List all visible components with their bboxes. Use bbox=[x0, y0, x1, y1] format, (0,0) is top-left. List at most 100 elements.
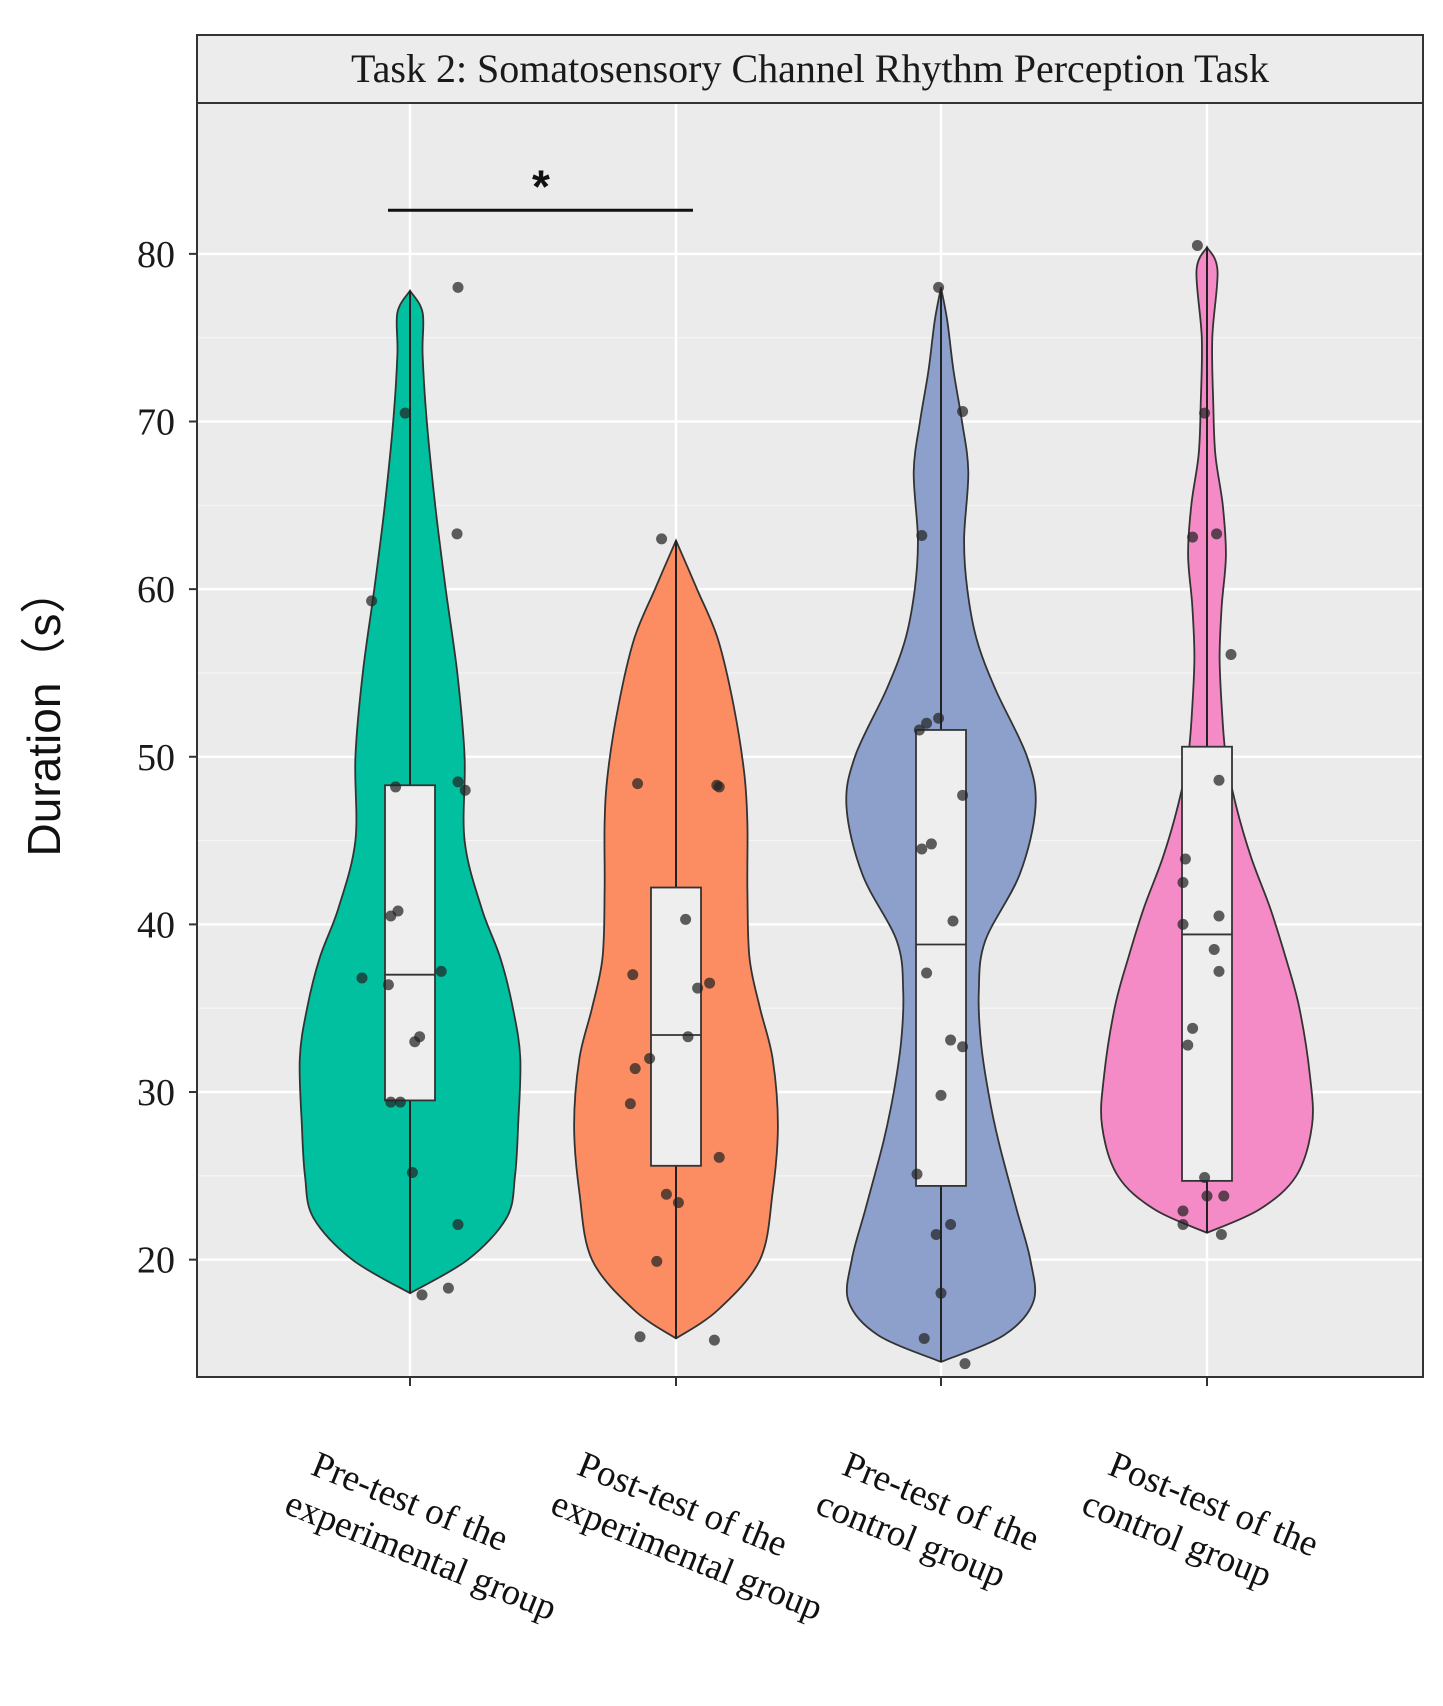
data-point bbox=[959, 1358, 971, 1370]
data-point bbox=[704, 977, 716, 989]
data-point bbox=[1179, 853, 1191, 865]
data-point bbox=[629, 1063, 641, 1075]
data-point bbox=[390, 781, 402, 793]
y-tick-label: 40 bbox=[137, 904, 175, 946]
data-point bbox=[1215, 1229, 1227, 1241]
data-point bbox=[644, 1053, 656, 1064]
data-point bbox=[1187, 1022, 1199, 1034]
data-point bbox=[399, 407, 411, 419]
data-point bbox=[1213, 965, 1225, 977]
data-point bbox=[1218, 1190, 1230, 1202]
data-point bbox=[957, 789, 969, 801]
data-point bbox=[1191, 239, 1203, 251]
data-point bbox=[1211, 528, 1223, 540]
data-point bbox=[913, 724, 925, 736]
data-point bbox=[660, 1188, 672, 1200]
data-point bbox=[394, 1096, 406, 1108]
data-point bbox=[925, 838, 937, 850]
box-1 bbox=[384, 784, 436, 1102]
data-point bbox=[1177, 1218, 1189, 1230]
data-point bbox=[957, 1041, 969, 1053]
data-point bbox=[656, 533, 668, 545]
data-point bbox=[1187, 531, 1199, 543]
data-point bbox=[406, 1166, 418, 1178]
data-point bbox=[1213, 910, 1225, 922]
data-point bbox=[947, 915, 959, 927]
data-point bbox=[682, 1031, 694, 1043]
y-tick-label: 60 bbox=[137, 569, 175, 611]
data-point bbox=[672, 1197, 684, 1209]
data-point bbox=[452, 1218, 464, 1230]
data-point bbox=[708, 1334, 720, 1346]
data-point bbox=[1177, 876, 1189, 888]
data-point bbox=[385, 1096, 397, 1108]
data-point bbox=[916, 529, 928, 541]
data-point bbox=[459, 784, 471, 796]
data-point bbox=[1213, 774, 1225, 786]
data-point bbox=[957, 405, 969, 417]
data-point bbox=[930, 1229, 942, 1241]
data-point bbox=[1177, 1205, 1189, 1217]
data-point bbox=[634, 1331, 646, 1343]
data-point bbox=[921, 967, 933, 979]
significance-marker: * bbox=[532, 160, 550, 212]
box-2 bbox=[650, 886, 702, 1167]
data-points bbox=[356, 239, 1237, 1370]
data-point bbox=[1182, 1039, 1194, 1051]
data-point bbox=[692, 982, 704, 994]
data-point bbox=[1177, 918, 1189, 930]
y-tick-label: 50 bbox=[137, 737, 175, 779]
data-point bbox=[713, 781, 725, 793]
data-point bbox=[624, 1098, 636, 1110]
y-tick-label: 80 bbox=[137, 234, 175, 276]
data-point bbox=[1199, 407, 1211, 419]
data-point bbox=[416, 1289, 428, 1301]
chart-title: Task 2: Somatosensory Channel Rhythm Per… bbox=[351, 46, 1269, 91]
data-point bbox=[935, 1089, 947, 1101]
data-point bbox=[921, 717, 933, 729]
boxplots bbox=[384, 247, 1233, 1362]
data-point bbox=[945, 1034, 957, 1046]
data-point bbox=[916, 843, 928, 855]
data-point bbox=[414, 1031, 426, 1043]
data-point bbox=[680, 913, 692, 925]
box-3 bbox=[915, 729, 967, 1187]
significance-annotation: * bbox=[388, 160, 693, 212]
data-point bbox=[451, 528, 463, 540]
data-point bbox=[435, 965, 447, 977]
facet-strip bbox=[196, 34, 1424, 104]
data-point bbox=[933, 712, 945, 724]
data-point bbox=[713, 1151, 725, 1163]
data-point bbox=[356, 972, 368, 984]
y-tick-label: 70 bbox=[137, 402, 175, 444]
plot-border bbox=[196, 102, 1424, 1378]
data-point bbox=[1201, 1190, 1213, 1202]
data-point bbox=[911, 1168, 923, 1180]
data-point bbox=[918, 1332, 930, 1344]
data-point bbox=[1199, 1172, 1211, 1184]
y-axis-title: Duration（s） bbox=[18, 568, 70, 857]
y-axis: 20 30 40 50 60 70 80 bbox=[137, 234, 197, 1282]
y-tick-label: 30 bbox=[137, 1072, 175, 1114]
data-point bbox=[945, 1218, 957, 1230]
data-point bbox=[1225, 649, 1237, 661]
data-point bbox=[627, 969, 639, 981]
data-point bbox=[1208, 944, 1220, 956]
data-point bbox=[651, 1255, 663, 1267]
data-point bbox=[452, 776, 464, 788]
data-point bbox=[442, 1282, 454, 1294]
data-point bbox=[452, 281, 464, 293]
data-point bbox=[366, 595, 378, 607]
data-point bbox=[382, 979, 394, 991]
y-tick-label: 20 bbox=[137, 1240, 175, 1282]
data-point bbox=[392, 905, 404, 917]
data-point bbox=[935, 1287, 947, 1299]
data-point bbox=[933, 281, 945, 293]
box-4 bbox=[1181, 745, 1233, 1182]
